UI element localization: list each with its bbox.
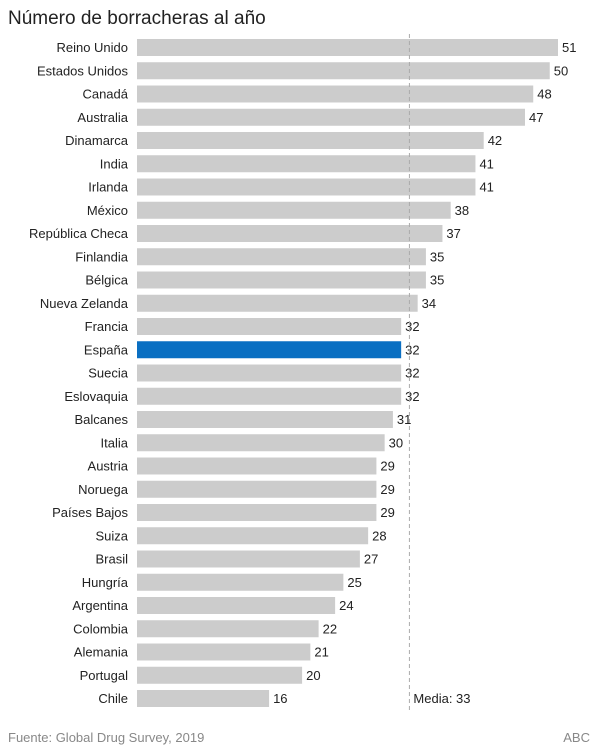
category-label: Noruega [78, 482, 129, 497]
bar [137, 411, 393, 428]
category-label: Países Bajos [52, 505, 128, 520]
brand-label: ABC [563, 730, 590, 745]
value-label: 28 [372, 528, 386, 543]
category-label: Bélgica [85, 273, 128, 288]
value-label: 16 [273, 691, 287, 706]
category-label: Suiza [95, 528, 128, 543]
bar [137, 620, 319, 638]
value-label: 24 [339, 598, 353, 613]
category-label: Suecia [88, 366, 129, 381]
category-label: Italia [101, 435, 129, 450]
value-label: 35 [430, 273, 444, 288]
bar [137, 434, 385, 452]
value-label: 32 [405, 389, 419, 404]
category-label: Irlanda [88, 180, 129, 195]
median-label: Media: 33 [413, 691, 470, 706]
category-label: Alemania [74, 645, 129, 660]
category-label: Hungría [82, 575, 129, 590]
bar [137, 666, 303, 684]
category-label: India [100, 156, 129, 171]
value-label: 22 [323, 621, 337, 636]
value-label: 35 [430, 249, 444, 264]
value-label: 51 [562, 40, 576, 55]
bar [137, 504, 377, 521]
value-label: 37 [446, 226, 460, 241]
bar [137, 294, 418, 312]
chart-title: Número de borracheras al año [8, 8, 266, 29]
bar [137, 341, 402, 359]
bar [137, 132, 484, 149]
bar [137, 271, 426, 289]
category-label: Estados Unidos [37, 63, 129, 78]
category-label: México [87, 203, 128, 218]
bar [137, 550, 360, 568]
category-label: Argentina [72, 598, 128, 613]
category-label: Brasil [95, 552, 128, 567]
bar [137, 225, 443, 242]
value-label: 29 [380, 482, 394, 497]
bar [137, 248, 426, 266]
bar [137, 201, 451, 219]
bar [137, 318, 402, 335]
bar [137, 690, 270, 707]
value-label: 25 [347, 575, 361, 590]
category-label: España [84, 342, 129, 357]
category-label: Balcanes [75, 412, 129, 427]
value-label: 42 [488, 133, 502, 148]
category-label: Eslovaquia [64, 389, 128, 404]
value-label: 29 [380, 459, 394, 474]
value-label: 21 [314, 645, 328, 660]
bar [137, 39, 558, 56]
category-label: Reino Unido [56, 40, 128, 55]
category-label: Australia [77, 110, 128, 125]
category-label: Chile [98, 691, 128, 706]
bar [137, 457, 377, 475]
bar [137, 643, 311, 661]
bar [137, 597, 336, 614]
category-label: Portugal [80, 668, 129, 683]
bar [137, 527, 369, 545]
bar [137, 480, 377, 498]
value-label: 27 [364, 552, 378, 567]
value-label: 38 [455, 203, 469, 218]
bar [137, 85, 534, 103]
category-label: Austria [88, 459, 129, 474]
bar [137, 62, 550, 80]
value-label: 32 [405, 342, 419, 357]
bar [137, 178, 476, 196]
value-label: 29 [380, 505, 394, 520]
value-label: 34 [422, 296, 436, 311]
category-label: Finlandia [75, 249, 129, 264]
category-label: Dinamarca [65, 133, 129, 148]
value-label: 32 [405, 366, 419, 381]
category-label: Colombia [73, 621, 129, 636]
category-label: Francia [85, 319, 129, 334]
bar [137, 573, 344, 591]
value-label: 41 [479, 180, 493, 195]
value-label: 47 [529, 110, 543, 125]
bar [137, 155, 476, 173]
bar [137, 108, 525, 126]
value-label: 31 [397, 412, 411, 427]
value-label: 48 [537, 87, 551, 102]
bar [137, 364, 402, 382]
value-label: 32 [405, 319, 419, 334]
category-label: República Checa [29, 226, 129, 241]
category-label: Nueva Zelanda [40, 296, 129, 311]
source-note: Fuente: Global Drug Survey, 2019 [8, 730, 204, 745]
bar [137, 387, 402, 405]
value-label: 41 [479, 156, 493, 171]
value-label: 50 [554, 63, 568, 78]
category-label: Canadá [82, 87, 128, 102]
value-label: 30 [389, 435, 403, 450]
value-label: 20 [306, 668, 320, 683]
